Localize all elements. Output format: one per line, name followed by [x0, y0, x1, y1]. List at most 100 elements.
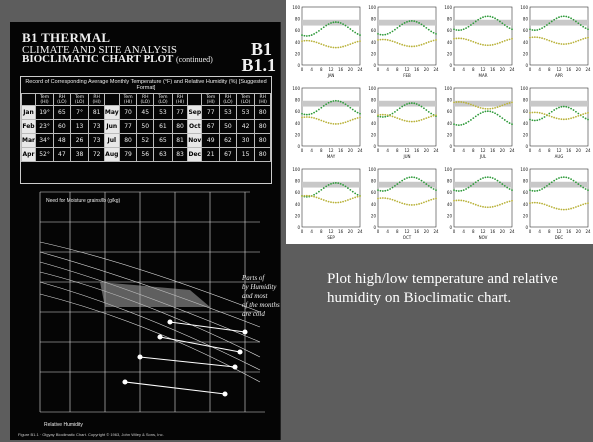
temperature-point [543, 203, 546, 206]
x-tick-label: 16 [414, 67, 420, 72]
humidity-point [398, 107, 401, 110]
temperature-point [432, 198, 435, 200]
svg-text:Parts of: Parts of [241, 274, 265, 282]
humidity-point [410, 102, 413, 104]
temperature-point [531, 111, 534, 114]
humidity-point [486, 15, 489, 18]
x-tick-label: 0 [377, 67, 380, 72]
value-cell: 73 [88, 119, 105, 134]
column-header: RH (HI) [254, 93, 271, 106]
temperature-point [474, 105, 477, 108]
temperature-point [398, 201, 401, 204]
x-tick-label: 12 [556, 148, 562, 153]
data-table: Tem (HI) RH (LO) Tem (LO) RH (HI) Tem (HI) RH… [21, 93, 271, 162]
temperature-point [386, 39, 389, 41]
humidity-point [543, 116, 546, 118]
humidity-point [301, 34, 303, 36]
y-tick-label: 60 [447, 109, 453, 114]
value-cell: 38 [69, 147, 90, 162]
humidity-point [332, 182, 335, 185]
temperature-point [536, 36, 539, 39]
humidity-point [479, 178, 482, 181]
value-cell: 80 [254, 147, 271, 162]
temperature-point [381, 113, 384, 116]
x-tick-label: 24 [585, 148, 591, 153]
temperature-point [477, 106, 480, 109]
temperature-point [455, 37, 458, 40]
humidity-point [462, 123, 465, 126]
humidity-point [577, 183, 580, 185]
y-tick-label: 80 [295, 179, 301, 184]
value-cell: 19° [34, 105, 55, 120]
temperature-point [541, 37, 543, 40]
humidity-point [460, 123, 463, 126]
temperature-point [401, 119, 404, 121]
temperature-point [430, 198, 433, 201]
y-tick-label: 100 [444, 5, 452, 10]
x-tick-label: 16 [414, 148, 420, 153]
humidity-point [543, 25, 546, 28]
humidity-point [455, 29, 458, 31]
temperature-point [410, 204, 413, 206]
temperature-point [356, 195, 359, 198]
humidity-point [384, 33, 387, 36]
temperature-point [548, 114, 551, 117]
value-cell: 53 [219, 105, 237, 120]
temperature-point [379, 38, 382, 41]
temperature-point [555, 42, 558, 45]
x-tick-label: 8 [320, 148, 323, 153]
humidity-point [318, 108, 320, 111]
humidity-point [406, 103, 408, 105]
humidity-point [349, 106, 352, 109]
humidity-point [423, 25, 425, 27]
temperature-point [420, 119, 423, 121]
humidity-point [379, 189, 382, 192]
x-tick-label: 8 [320, 229, 323, 234]
humidity-point [575, 20, 577, 23]
humidity-point [496, 18, 499, 21]
humidity-point [413, 102, 416, 105]
humidity-point [430, 30, 433, 33]
humidity-point [465, 122, 467, 124]
x-tick-label: 12 [480, 67, 486, 72]
humidity-point [418, 178, 420, 181]
temperature-point [489, 44, 492, 47]
humidity-point [494, 112, 496, 115]
humidity-point [531, 189, 534, 192]
y-tick-label: 60 [523, 190, 529, 195]
temperature-point [533, 201, 536, 204]
temperature-point [432, 114, 435, 117]
humidity-point [489, 15, 492, 18]
humidity-point [303, 113, 306, 116]
value-cell: 70 [118, 105, 138, 120]
temperature-point [562, 118, 565, 121]
y-tick-label: 100 [444, 167, 452, 172]
humidity-point [396, 109, 399, 111]
temperature-point [533, 36, 536, 39]
y-tick-label: 20 [371, 213, 377, 218]
temperature-point [560, 118, 563, 121]
figure-code: B1.1 [241, 55, 276, 75]
humidity-point [529, 189, 531, 192]
temperature-point [339, 46, 342, 49]
temperature-point [582, 113, 585, 115]
humidity-point [330, 100, 332, 103]
value-cell: 77 [118, 119, 138, 134]
value-cell: 63 [153, 147, 173, 162]
y-tick-label: 80 [523, 98, 529, 103]
temperature-point [550, 40, 553, 43]
temperature-point [486, 107, 489, 110]
x-tick-label: 16 [338, 148, 344, 153]
temperature-point [403, 119, 406, 122]
x-tick-label: 4 [538, 67, 541, 72]
temperature-point [327, 200, 330, 203]
temperature-point [427, 41, 430, 43]
svg-text:by Humidity: by Humidity [242, 283, 277, 291]
column-header: Tem (HI) [201, 93, 221, 106]
temperature-point [496, 204, 499, 207]
humidity-point [427, 110, 430, 113]
humidity-point [560, 105, 563, 108]
humidity-point [582, 25, 585, 28]
temperature-point [310, 40, 313, 43]
table-blank-header [103, 93, 120, 106]
